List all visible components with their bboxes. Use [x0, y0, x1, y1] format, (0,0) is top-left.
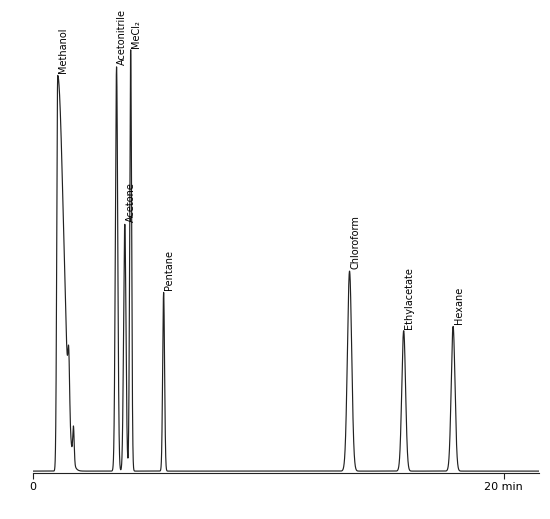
Text: Pentane: Pentane — [164, 250, 174, 290]
Text: Ethylacetate: Ethylacetate — [404, 267, 414, 329]
Text: Hexane: Hexane — [454, 287, 464, 324]
Text: MeCl₂: MeCl₂ — [131, 20, 141, 48]
Text: Chloroform: Chloroform — [350, 215, 360, 269]
Text: Acetone: Acetone — [125, 182, 135, 222]
Text: Methanol: Methanol — [58, 28, 68, 73]
Text: Acetonitrile: Acetonitrile — [117, 9, 127, 65]
